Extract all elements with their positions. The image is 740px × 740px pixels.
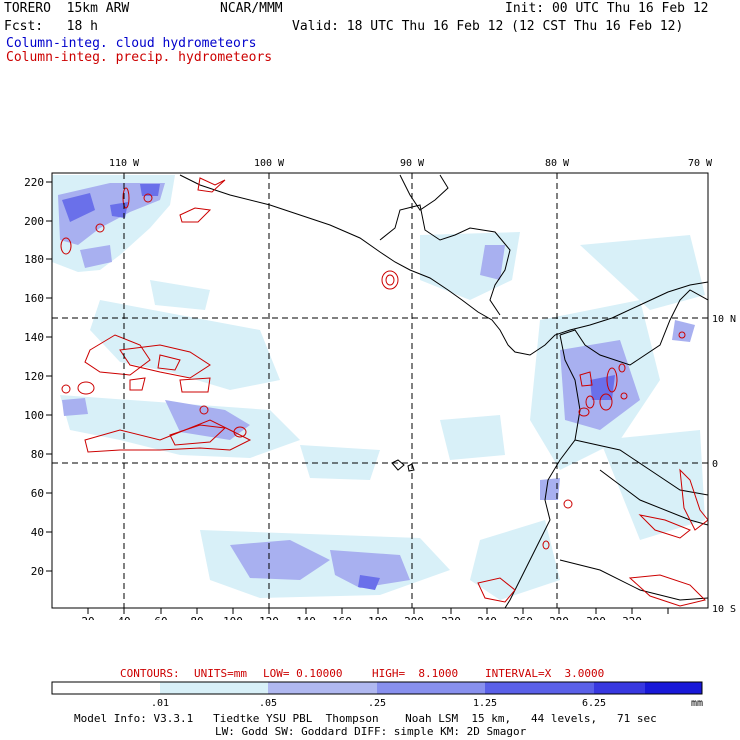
x-tick: 100 [223, 615, 243, 620]
init-time: Init: 00 UTC Thu 16 Feb 12 [505, 1, 709, 16]
x-tick: 260 [513, 615, 533, 620]
model-title: TORERO 15km ARW [4, 1, 130, 16]
contour-low: LOW= 0.10000 [263, 667, 343, 680]
forecast-hour: Fcst: 18 h [4, 19, 98, 34]
colorbar-label: 6.25 [582, 698, 606, 709]
lon-label-70w: 70 W [688, 158, 713, 169]
colorbar-swatch [160, 682, 268, 694]
valid-time: Valid: 18 UTC Thu 16 Feb 12 (12 CST Thu … [292, 19, 684, 34]
precip-field-label: Column-integ. precip. hydrometeors [6, 50, 273, 65]
x-tick: 220 [441, 615, 461, 620]
colorbar-swatch [594, 682, 645, 694]
y-tick: 80 [31, 448, 44, 461]
y-tick: 200 [24, 215, 44, 228]
lon-label-80w: 80 W [545, 158, 570, 169]
x-tick: 140 [296, 615, 316, 620]
y-tick: 160 [24, 292, 44, 305]
lon-label-110w: 110 W [109, 158, 140, 169]
colorbar-swatch [52, 682, 160, 694]
map-frame [51, 172, 709, 609]
colorbar-swatch [645, 682, 702, 694]
coastlines [179, 174, 708, 608]
colorbar-label: .25 [368, 698, 386, 709]
lat-label-10s: 10 S [712, 604, 736, 615]
x-tick: 20 [81, 615, 94, 620]
precip-contours [60, 177, 708, 607]
cloud-shading-light [52, 175, 705, 600]
x-tick: 300 [586, 615, 606, 620]
axis-ticks [46, 181, 669, 614]
lat-label-0: 0 [712, 459, 718, 470]
y-tick: 220 [24, 176, 44, 189]
y-tick: 140 [24, 331, 44, 344]
x-tick: 180 [368, 615, 388, 620]
y-tick: 20 [31, 565, 44, 578]
colorbar-label: .05 [259, 698, 277, 709]
y-tick: 40 [31, 526, 44, 539]
cloud-field-label: Column-integ. cloud hydrometeors [6, 36, 257, 51]
y-tick: 60 [31, 487, 44, 500]
colorbar-swatch [377, 682, 485, 694]
colorbar-label: 1.25 [473, 698, 497, 709]
contour-label: CONTOURS: [120, 667, 180, 680]
x-tick: 200 [404, 615, 424, 620]
lon-label-100w: 100 W [254, 158, 285, 169]
lat-label-10n: 10 N [712, 314, 736, 325]
x-tick: 80 [190, 615, 203, 620]
weather-map: 110 W 100 W 90 W 80 W 70 W 10 N 0 10 S 2… [24, 158, 736, 620]
x-tick: 160 [332, 615, 352, 620]
colorbar-swatch [268, 682, 377, 694]
model-info: Model Info: V3.3.1 Tiedtke YSU PBL Thomp… [74, 712, 657, 725]
x-tick: 60 [154, 615, 167, 620]
x-tick: 120 [259, 615, 279, 620]
colorbar-unit: mm [691, 698, 703, 709]
colorbar-label: .01 [151, 698, 169, 709]
y-tick: 180 [24, 253, 44, 266]
y-tick: 120 [24, 370, 44, 383]
y-tick: 100 [24, 409, 44, 422]
colorbar-swatch [485, 682, 594, 694]
colorbar-frame [51, 681, 703, 695]
physics-info: LW: Godd SW: Goddard DIFF: simple KM: 2D… [215, 725, 527, 738]
org-label: NCAR/MMM [220, 1, 283, 16]
graticule [52, 173, 708, 608]
contour-high: HIGH= 8.1000 [372, 667, 459, 680]
contour-interval: INTERVAL=X 3.0000 [485, 667, 605, 680]
x-tick: 240 [477, 615, 497, 620]
lon-label-90w: 90 W [400, 158, 425, 169]
x-tick: 280 [549, 615, 569, 620]
contour-units: UNITS=mm [194, 667, 247, 680]
x-tick: 320 [622, 615, 642, 620]
x-tick: 40 [117, 615, 130, 620]
